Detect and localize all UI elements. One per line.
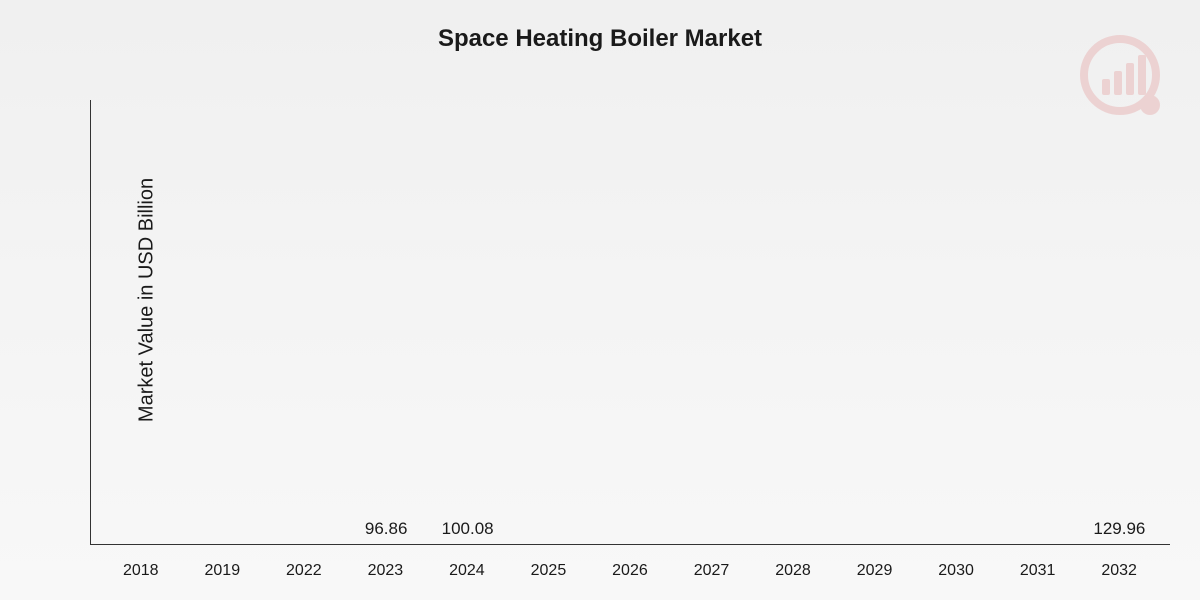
chart-area: 96.86 100.08 129.96 (90, 100, 1170, 545)
x-tick-label: 2018 (100, 562, 182, 580)
bar-value-label: 100.08 (442, 519, 494, 539)
bar-value-label: 96.86 (365, 519, 408, 539)
x-tick-label: 2029 (834, 562, 916, 580)
x-tick-label: 2028 (752, 562, 834, 580)
x-tick-label: 2032 (1078, 562, 1160, 580)
x-tick-label: 2026 (589, 562, 671, 580)
chart-title: Space Heating Boiler Market (438, 25, 762, 53)
bar-value-label: 129.96 (1093, 519, 1145, 539)
x-tick-label: 2027 (671, 562, 753, 580)
x-tick-label: 2031 (997, 562, 1079, 580)
x-tick-label: 2024 (426, 562, 508, 580)
x-tick-label: 2022 (263, 562, 345, 580)
x-axis-labels: 2018201920222023202420252026202720282029… (90, 562, 1170, 580)
x-tick-label: 2023 (345, 562, 427, 580)
bars-container: 96.86 100.08 129.96 (91, 100, 1170, 544)
x-tick-label: 2025 (508, 562, 590, 580)
x-tick-label: 2019 (182, 562, 264, 580)
x-tick-label: 2030 (915, 562, 997, 580)
